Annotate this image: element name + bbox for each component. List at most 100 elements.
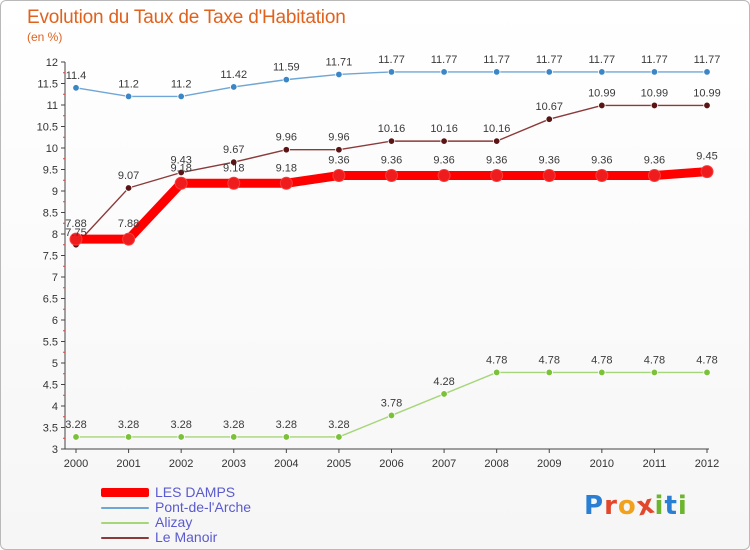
- y-tick-label: 8: [52, 229, 58, 241]
- x-tick-label: 2003: [222, 458, 246, 470]
- data-point-alizay: [703, 368, 711, 377]
- data-point-alizay: [177, 433, 185, 441]
- data-label-alizay: 4.78: [591, 354, 612, 366]
- data-point-alizay: [598, 368, 606, 377]
- data-label-le-manoir: 9.43: [170, 155, 191, 167]
- y-tick-label: 6: [52, 315, 58, 327]
- y-tick-label: 11: [47, 100, 58, 112]
- axes: 3 3.5 4 4.5 5 5.5 6 6.5 7 7.5 8 8.5 9 9.5 10 10.5 11 11.5…: [37, 57, 720, 470]
- legend-label: Le Manoir: [155, 529, 218, 545]
- data-label-les-damps: 9.36: [591, 155, 612, 167]
- data-label-pont-de-l-arche: 11.42: [220, 69, 247, 81]
- y-tick-label: 8.5: [43, 208, 58, 220]
- logo-letter: o: [617, 491, 637, 521]
- legend: LES DAMPS Pont-de-l'Arche Alizay Le Manoir: [101, 485, 251, 545]
- data-label-alizay: 4.78: [486, 354, 507, 366]
- data-label-pont-de-l-arche: 11.71: [326, 56, 353, 68]
- y-tick-label: 11.5: [37, 79, 58, 91]
- x-tick-label: 2004: [274, 458, 298, 470]
- data-point-pont-de-l-arche: [230, 83, 238, 91]
- y-tick-label: 3.5: [43, 423, 58, 435]
- data-point-les-damps: [647, 169, 661, 183]
- data-label-pont-de-l-arche: 11.59: [273, 62, 300, 74]
- y-tick-label: 9: [52, 186, 58, 198]
- data-point-pont-de-l-arche: [545, 68, 553, 76]
- x-tick-label: 2008: [484, 458, 508, 470]
- x-tick-label: 2007: [432, 458, 456, 470]
- data-point-alizay: [440, 390, 448, 398]
- data-label-alizay: 4.28: [433, 376, 454, 388]
- data-label-le-manoir: 9.67: [223, 144, 244, 156]
- data-label-alizay: 4.78: [696, 354, 717, 366]
- data-point-le-manoir: [650, 101, 659, 110]
- data-point-pont-de-l-arche: [387, 68, 396, 76]
- legend-item-pont-de-l-arche: Pont-de-l'Arche: [101, 500, 251, 515]
- data-point-pont-de-l-arche: [650, 68, 659, 76]
- x-tick-label: 2009: [537, 458, 561, 470]
- data-label-alizay: 4.78: [644, 354, 665, 366]
- y-tick-label: 6.5: [43, 294, 58, 306]
- data-label-alizay: 3.28: [276, 419, 297, 431]
- legend-swatch: [101, 521, 149, 524]
- legend-swatch: [101, 488, 149, 497]
- data-label-le-manoir: 10.16: [430, 123, 458, 135]
- data-point-pont-de-l-arche: [124, 92, 133, 101]
- data-label-les-damps: 9.36: [486, 155, 507, 167]
- data-point-le-manoir: [335, 146, 343, 154]
- data-label-alizay: 3.28: [223, 419, 244, 431]
- data-label-alizay: 3.28: [170, 419, 191, 431]
- data-label-alizay: 3.28: [65, 419, 86, 431]
- data-point-pont-de-l-arche: [335, 70, 343, 79]
- y-tick-label: 12: [46, 57, 58, 69]
- data-label-alizay: 4.78: [539, 354, 560, 366]
- logo-letter: t: [664, 491, 678, 521]
- x-tick-label: 2001: [116, 458, 140, 470]
- data-point-pont-de-l-arche: [282, 75, 291, 84]
- logo-letter: i: [654, 491, 665, 521]
- data-label-les-damps: 9.18: [223, 162, 244, 174]
- data-point-alizay: [72, 433, 80, 441]
- data-label-pont-de-l-arche: 11.77: [588, 54, 615, 66]
- data-point-alizay: [230, 433, 238, 441]
- data-point-alizay: [335, 433, 343, 441]
- data-label-le-manoir: 9.07: [118, 170, 139, 182]
- x-tick-label: 2006: [379, 458, 403, 470]
- logo-letter: i: [677, 491, 688, 521]
- logo-letter: P: [584, 491, 605, 521]
- data-point-les-damps: [490, 169, 504, 183]
- legend-swatch: [101, 506, 149, 509]
- data-label-le-manoir: 10.67: [535, 101, 563, 113]
- data-point-le-manoir: [545, 115, 553, 123]
- x-tick-label: 2012: [695, 458, 719, 470]
- data-point-les-damps: [385, 169, 398, 183]
- y-tick-label: 4: [52, 401, 58, 413]
- data-point-les-damps: [174, 176, 188, 190]
- data-label-les-damps: 9.36: [433, 155, 454, 167]
- legend-label: Pont-de-l'Arche: [155, 499, 252, 515]
- data-labels: 11.4 11.2 11.2 11.42 11.59 11.71 11.77 11.77 11.…: [65, 54, 720, 431]
- chart-title: Evolution du Taux de Taxe d'Habitation: [27, 7, 346, 28]
- data-label-le-manoir: 10.16: [378, 123, 406, 135]
- data-label-pont-de-l-arche: 11.77: [378, 54, 405, 66]
- x-tick-label: 2002: [169, 458, 193, 470]
- data-point-le-manoir: [387, 137, 396, 145]
- data-point-alizay: [124, 433, 133, 441]
- data-point-les-damps: [227, 176, 241, 190]
- x-tick-label: 2011: [643, 458, 667, 470]
- legend-label: LES DAMPS: [155, 484, 236, 500]
- data-point-les-damps: [122, 232, 136, 246]
- data-label-les-damps: 9.36: [328, 155, 349, 167]
- data-point-le-manoir: [440, 137, 448, 145]
- data-label-les-damps: 9.36: [644, 155, 665, 167]
- data-label-pont-de-l-arche: 11.4: [66, 70, 87, 82]
- data-label-les-damps: 7.88: [118, 218, 139, 230]
- data-point-le-manoir: [703, 101, 711, 110]
- y-tick-label: 7.5: [43, 251, 58, 263]
- data-point-le-manoir: [230, 158, 238, 166]
- data-label-pont-de-l-arche: 11.77: [431, 54, 458, 66]
- data-label-pont-de-l-arche: 11.77: [536, 54, 563, 66]
- y-tick-label: 7: [52, 272, 58, 284]
- data-point-le-manoir: [492, 137, 501, 145]
- data-label-pont-de-l-arche: 11.77: [483, 54, 510, 66]
